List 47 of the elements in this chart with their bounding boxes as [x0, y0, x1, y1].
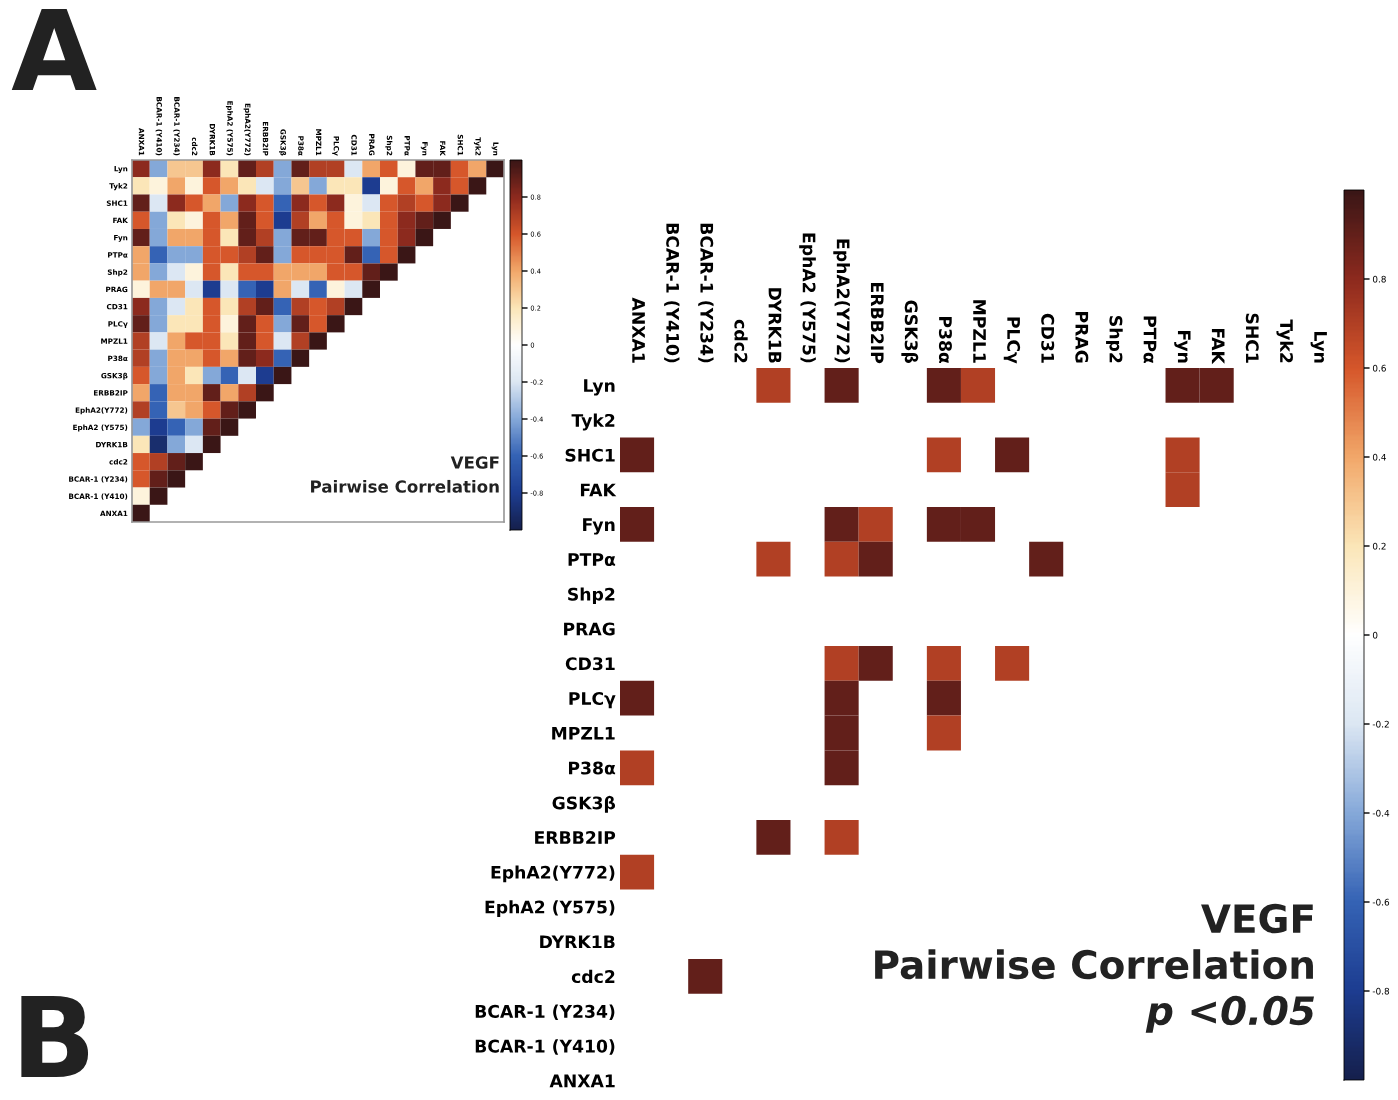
y-tick-label: DYRK1B [540, 935, 615, 949]
y-tick-label: BCAR-1 (Y410) [475, 1039, 615, 1055]
y-tick-label: PTPα [568, 553, 616, 566]
text: B [21, 995, 89, 1077]
annotation: Pairwise Correlation [311, 479, 499, 493]
y-tick-label: GSK3β [552, 795, 616, 813]
y-tick-label: Shp2 [568, 587, 615, 605]
y-tick-label: Lyn [584, 379, 615, 396]
y-tick-label: SHC1 [565, 448, 615, 462]
y-tick-label: BCAR-1 (Y234) [475, 1004, 615, 1020]
annotation: VEGF [1201, 903, 1313, 934]
y-tick-label: MPZL1 [552, 726, 615, 740]
annotation: Pairwise Correlation [875, 949, 1313, 980]
x-tick-label: P38α [938, 316, 952, 364]
x-tick-label: ERBB2IP [870, 283, 884, 364]
x-tick-label: CD31 [1041, 313, 1055, 363]
x-tick-label: GSK3β [901, 300, 919, 364]
y-tick-label: ANXA1 [549, 1074, 615, 1088]
annotation: p <0.05 [1145, 995, 1314, 1033]
y-tick-label: Tyk2 [571, 413, 615, 431]
x-tick-label: PLCγ [1003, 317, 1021, 364]
y-tick-label: EphA2 (Y575) [485, 900, 615, 917]
y-tick-label: CD31 [565, 657, 615, 671]
x-tick-label: SHC1 [1245, 313, 1259, 363]
y-tick-label: FAK [580, 483, 617, 497]
y-tick-label: Fyn [583, 518, 615, 535]
x-tick-label: Shp2 [1106, 316, 1123, 363]
y-tick-label: PLCγ [569, 692, 616, 709]
x-tick-label: Tyk2 [1276, 319, 1294, 363]
x-tick-label: BCAR-1 (Y234) [698, 223, 714, 363]
x-tick-label: cdc2 [734, 319, 748, 363]
x-tick-label: PRAG [1075, 312, 1089, 363]
x-tick-label: PTPα [1143, 316, 1157, 364]
x-tick-label: DYRK1B [768, 288, 782, 363]
x-tick-label: Fyn [1174, 331, 1191, 363]
x-tick-label: EphA2(Y772) [833, 239, 850, 363]
text: A [11, 8, 97, 90]
annotation: VEGF [450, 456, 499, 469]
x-tick-label: FAK [1211, 328, 1225, 365]
y-tick-label: ERBB2IP [535, 831, 616, 844]
y-tick-label: P38α [568, 761, 616, 775]
x-tick-label: MPZL1 [973, 300, 986, 363]
x-tick-label: EphA2 (Y575) [799, 233, 816, 363]
y-tick-label: cdc2 [571, 969, 615, 984]
y-tick-label: EphA2(Y772) [491, 865, 615, 883]
y-tick-label: PRAG [564, 622, 615, 636]
x-tick-label: Lyn [1310, 332, 1327, 363]
